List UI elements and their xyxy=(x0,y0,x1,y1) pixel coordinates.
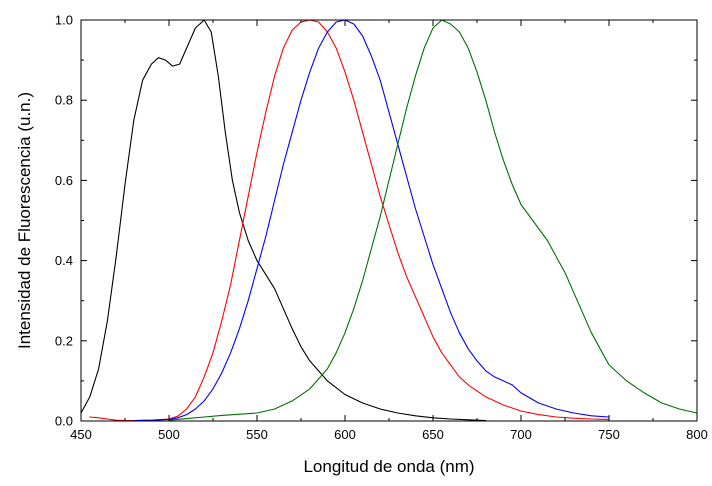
x-tick-label: 450 xyxy=(70,427,92,442)
x-tick-label: 500 xyxy=(158,427,180,442)
series-line-2 xyxy=(89,19,610,422)
x-tick-label: 800 xyxy=(686,427,708,442)
y-axis-ticks: 0.0 0.2 0.4 0.6 0.8 1.0 xyxy=(55,13,697,429)
plot-series xyxy=(80,19,698,422)
x-axis-ticks: 450 500 550 600 650 700 750 800 xyxy=(70,20,708,442)
y-tick-label: 0.0 xyxy=(55,414,73,429)
series-line-1 xyxy=(80,19,487,422)
x-axis-label: Longitud de onda (nm) xyxy=(303,457,474,476)
x-tick-label: 600 xyxy=(334,427,356,442)
plot-frame xyxy=(80,19,698,422)
y-tick-label: 0.6 xyxy=(55,173,73,188)
y-tick-label: 0.2 xyxy=(55,333,73,348)
y-tick-label: 1.0 xyxy=(55,13,73,28)
series-line-3 xyxy=(133,19,610,422)
y-axis-label: Intensidad de Fluorescencia (u.n.) xyxy=(15,92,34,349)
series-line-4 xyxy=(168,19,698,421)
x-tick-label: 750 xyxy=(598,427,620,442)
x-tick-label: 550 xyxy=(246,427,268,442)
y-tick-label: 0.8 xyxy=(55,93,73,108)
y-tick-label: 0.4 xyxy=(55,253,73,268)
x-tick-label: 650 xyxy=(422,427,444,442)
axes xyxy=(80,19,698,422)
x-tick-label: 700 xyxy=(510,427,532,442)
